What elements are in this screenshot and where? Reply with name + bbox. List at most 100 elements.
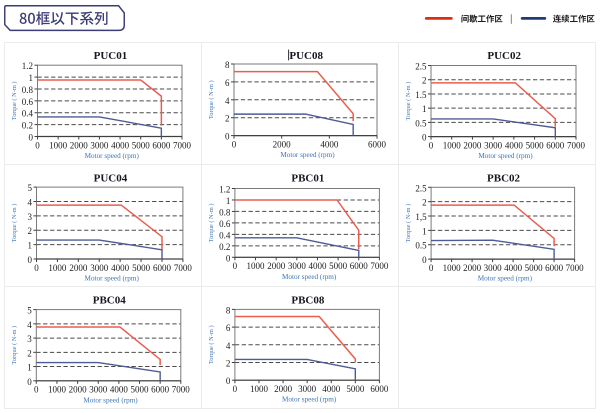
- svg-text:Torque ( N-m ): Torque ( N-m ): [11, 204, 18, 243]
- svg-text:2000: 2000: [267, 261, 286, 271]
- svg-text:0: 0: [29, 133, 34, 143]
- svg-text:0: 0: [233, 261, 238, 271]
- svg-text:1.2: 1.2: [22, 61, 33, 71]
- svg-text:6000: 6000: [370, 384, 389, 394]
- svg-text:Motor speed (rpm): Motor speed (rpm): [85, 152, 140, 160]
- svg-text:Torque ( N-m ): Torque ( N-m ): [405, 82, 412, 121]
- svg-text:7000: 7000: [566, 263, 585, 273]
- svg-text:PBC02: PBC02: [487, 172, 521, 184]
- svg-text:0: 0: [225, 132, 230, 142]
- svg-text:6000: 6000: [546, 140, 565, 150]
- svg-text:3000: 3000: [288, 261, 307, 271]
- svg-text:2000: 2000: [463, 263, 482, 273]
- svg-text:4000: 4000: [111, 263, 130, 273]
- svg-text:PUC02: PUC02: [487, 50, 521, 62]
- svg-text:5000: 5000: [525, 263, 544, 273]
- svg-text:Motor speed (rpm): Motor speed (rpm): [280, 151, 335, 159]
- svg-text:0: 0: [232, 139, 237, 149]
- svg-text:0: 0: [27, 377, 32, 387]
- svg-text:2000: 2000: [70, 140, 89, 150]
- svg-text:0.6: 0.6: [219, 219, 231, 229]
- svg-text:Torque ( N-m ): Torque ( N-m ): [11, 81, 18, 120]
- svg-text:1000: 1000: [443, 140, 462, 150]
- svg-text:0: 0: [422, 255, 427, 265]
- svg-text:8: 8: [226, 305, 231, 315]
- svg-text:5000: 5000: [329, 261, 348, 271]
- svg-text:PBC01: PBC01: [291, 172, 324, 184]
- svg-text:2.5: 2.5: [415, 183, 427, 193]
- svg-text:2000: 2000: [69, 263, 88, 273]
- svg-text:1000: 1000: [443, 263, 462, 273]
- svg-text:0: 0: [422, 133, 427, 143]
- svg-text:2000: 2000: [69, 385, 88, 395]
- svg-text:1: 1: [422, 104, 427, 114]
- svg-text:3000: 3000: [90, 140, 109, 150]
- svg-text:0.5: 0.5: [415, 118, 427, 128]
- svg-text:0: 0: [233, 384, 238, 394]
- svg-text:Torque ( N-m ): Torque ( N-m ): [11, 326, 18, 365]
- svg-text:1000: 1000: [250, 384, 269, 394]
- svg-text:3000: 3000: [90, 263, 109, 273]
- svg-text:Motor speed (rpm): Motor speed (rpm): [478, 275, 533, 283]
- svg-text:Motor speed (rpm): Motor speed (rpm): [85, 275, 140, 283]
- svg-text:2: 2: [225, 114, 230, 124]
- svg-text:0: 0: [226, 253, 231, 263]
- svg-text:1.5: 1.5: [415, 90, 427, 100]
- svg-text:4000: 4000: [320, 139, 339, 149]
- svg-text:2: 2: [422, 198, 427, 208]
- svg-text:8: 8: [225, 60, 230, 70]
- svg-text:5000: 5000: [132, 263, 151, 273]
- svg-text:4: 4: [27, 320, 32, 330]
- svg-text:PUC04: PUC04: [94, 172, 128, 184]
- svg-text:Torque ( N-m ): Torque ( N-m ): [208, 80, 215, 119]
- svg-text:5000: 5000: [346, 384, 365, 394]
- svg-text:4000: 4000: [110, 385, 129, 395]
- svg-text:2: 2: [27, 348, 32, 358]
- svg-text:0.8: 0.8: [219, 207, 231, 217]
- svg-text:6000: 6000: [350, 261, 369, 271]
- svg-text:4000: 4000: [111, 140, 130, 150]
- svg-text:Motor speed (rpm): Motor speed (rpm): [478, 152, 533, 160]
- svg-text:7000: 7000: [172, 385, 191, 395]
- svg-text:4: 4: [28, 197, 33, 207]
- svg-text:1000: 1000: [247, 261, 266, 271]
- svg-text:4: 4: [226, 341, 231, 351]
- svg-text:7000: 7000: [567, 140, 586, 150]
- svg-text:2.5: 2.5: [415, 62, 427, 72]
- svg-text:2: 2: [422, 76, 427, 86]
- svg-text:2000: 2000: [273, 139, 292, 149]
- svg-text:Motor speed (rpm): Motor speed (rpm): [282, 273, 337, 281]
- svg-text:7000: 7000: [173, 140, 192, 150]
- svg-text:4000: 4000: [322, 384, 341, 394]
- svg-text:1000: 1000: [48, 263, 67, 273]
- svg-text:6: 6: [226, 323, 231, 333]
- svg-text:5000: 5000: [132, 140, 151, 150]
- svg-text:0: 0: [34, 263, 39, 273]
- svg-text:1000: 1000: [48, 385, 67, 395]
- svg-text:0.8: 0.8: [22, 85, 34, 95]
- svg-text:PBC08: PBC08: [291, 294, 325, 306]
- svg-text:3000: 3000: [89, 385, 108, 395]
- svg-text:PBC04: PBC04: [93, 294, 127, 306]
- svg-text:4000: 4000: [505, 140, 524, 150]
- svg-text:Motor speed (rpm): Motor speed (rpm): [83, 396, 138, 404]
- svg-text:Torque ( N-m ): Torque ( N-m ): [208, 325, 215, 364]
- svg-text:0: 0: [34, 385, 39, 395]
- svg-text:2: 2: [28, 226, 33, 236]
- svg-text:1: 1: [29, 73, 34, 83]
- svg-text:Motor speed (rpm): Motor speed (rpm): [282, 396, 337, 404]
- svg-text:0.2: 0.2: [219, 242, 230, 252]
- svg-text:3000: 3000: [484, 263, 503, 273]
- svg-text:3: 3: [28, 212, 33, 222]
- svg-text:0.4: 0.4: [22, 109, 34, 119]
- svg-text:Torque ( N-m ): Torque ( N-m ): [208, 204, 215, 243]
- svg-text:1: 1: [422, 226, 427, 236]
- svg-text:PUC01: PUC01: [94, 50, 128, 62]
- svg-text:0: 0: [429, 140, 434, 150]
- svg-text:1000: 1000: [49, 140, 68, 150]
- svg-text:0: 0: [226, 376, 231, 386]
- svg-text:4: 4: [225, 96, 230, 106]
- svg-text:0.5: 0.5: [415, 241, 427, 251]
- svg-text:6: 6: [225, 78, 230, 88]
- svg-text:7000: 7000: [174, 263, 193, 273]
